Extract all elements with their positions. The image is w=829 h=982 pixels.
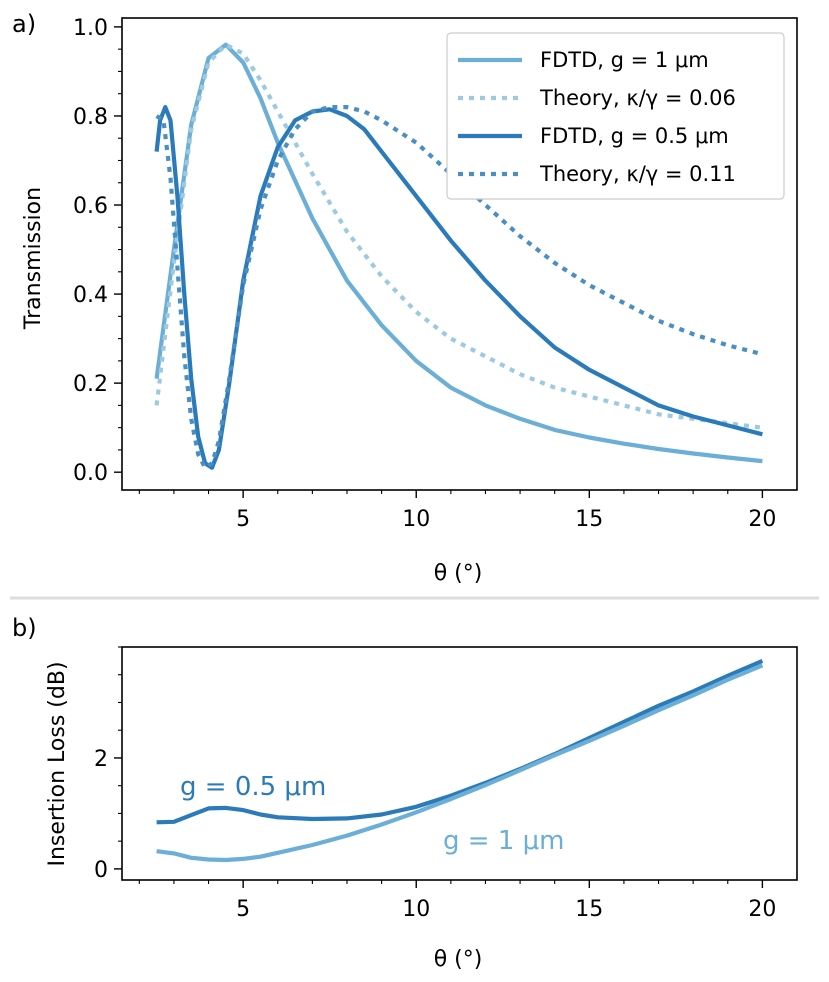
panel-a-label: a) [12, 10, 36, 38]
y-tick-label-b-0: 0 [94, 858, 108, 883]
panel-a-series [154, 42, 763, 470]
series-line-a-2 [154, 104, 763, 470]
panel-a-ylabel: Transmission [21, 187, 46, 330]
panel-a-frame [121, 17, 798, 491]
legend: FDTD, g = 1 μm Theory, κ/γ = 0.06 FDTD, … [446, 32, 785, 200]
series-line-a-0 [154, 42, 763, 464]
annotation-g1: g = 1 μm [443, 826, 565, 856]
y-tick-label-a-4: 0.8 [73, 105, 108, 130]
panel-b-ylabel: Insertion Loss (dB) [45, 661, 70, 866]
x-tick-label-b-0: 5 [236, 897, 250, 922]
panel-a-ticks: 5 10 15 20 0.0 0.2 0.4 0.6 0.8 1.0 [73, 16, 776, 532]
series-line-b-1 [156, 663, 764, 863]
x-tick-label-a-2: 15 [575, 507, 603, 532]
x-tick-label-a-3: 20 [748, 507, 776, 532]
panel-b-label: b) [12, 614, 37, 642]
panel-a: a) Transmission θ (°) 5 10 15 20 0.0 0.2 0.4 0.… [12, 10, 798, 586]
x-tick-label-a-0: 5 [236, 507, 250, 532]
x-tick-label-b-2: 15 [575, 897, 603, 922]
legend-label-fdtd-g05: FDTD, g = 0.5 μm [540, 124, 729, 148]
panel-a-xlabel: θ (°) [434, 561, 483, 586]
x-tick-label-b-3: 20 [748, 897, 776, 922]
y-tick-label-a-1: 0.2 [73, 372, 108, 397]
y-tick-label-b-1: 2 [94, 747, 108, 772]
panel-b-series [156, 658, 764, 863]
y-tick-label-a-3: 0.6 [73, 194, 108, 219]
legend-box [446, 32, 785, 200]
x-tick-label-b-1: 10 [402, 897, 430, 922]
annotation-g05: g = 0.5 μm [180, 772, 326, 802]
x-tick-label-a-1: 10 [402, 507, 430, 532]
y-tick-label-a-2: 0.4 [73, 283, 108, 308]
legend-label-theory-006: Theory, κ/γ = 0.06 [539, 86, 736, 110]
y-tick-label-a-0: 0.0 [73, 461, 108, 486]
series-line-b-0 [156, 658, 764, 825]
y-tick-label-a-5: 1.0 [73, 16, 108, 41]
series-line-a-3 [155, 104, 763, 470]
panel-b: b) Insertion Loss (dB) θ (°) 5 10 15 20 0 2 g… [12, 614, 798, 972]
panel-b-xlabel: θ (°) [434, 947, 483, 972]
legend-label-theory-011: Theory, κ/γ = 0.11 [539, 162, 736, 186]
panel-b-frame [121, 646, 798, 881]
legend-label-fdtd-g1: FDTD, g = 1 μm [540, 48, 709, 72]
